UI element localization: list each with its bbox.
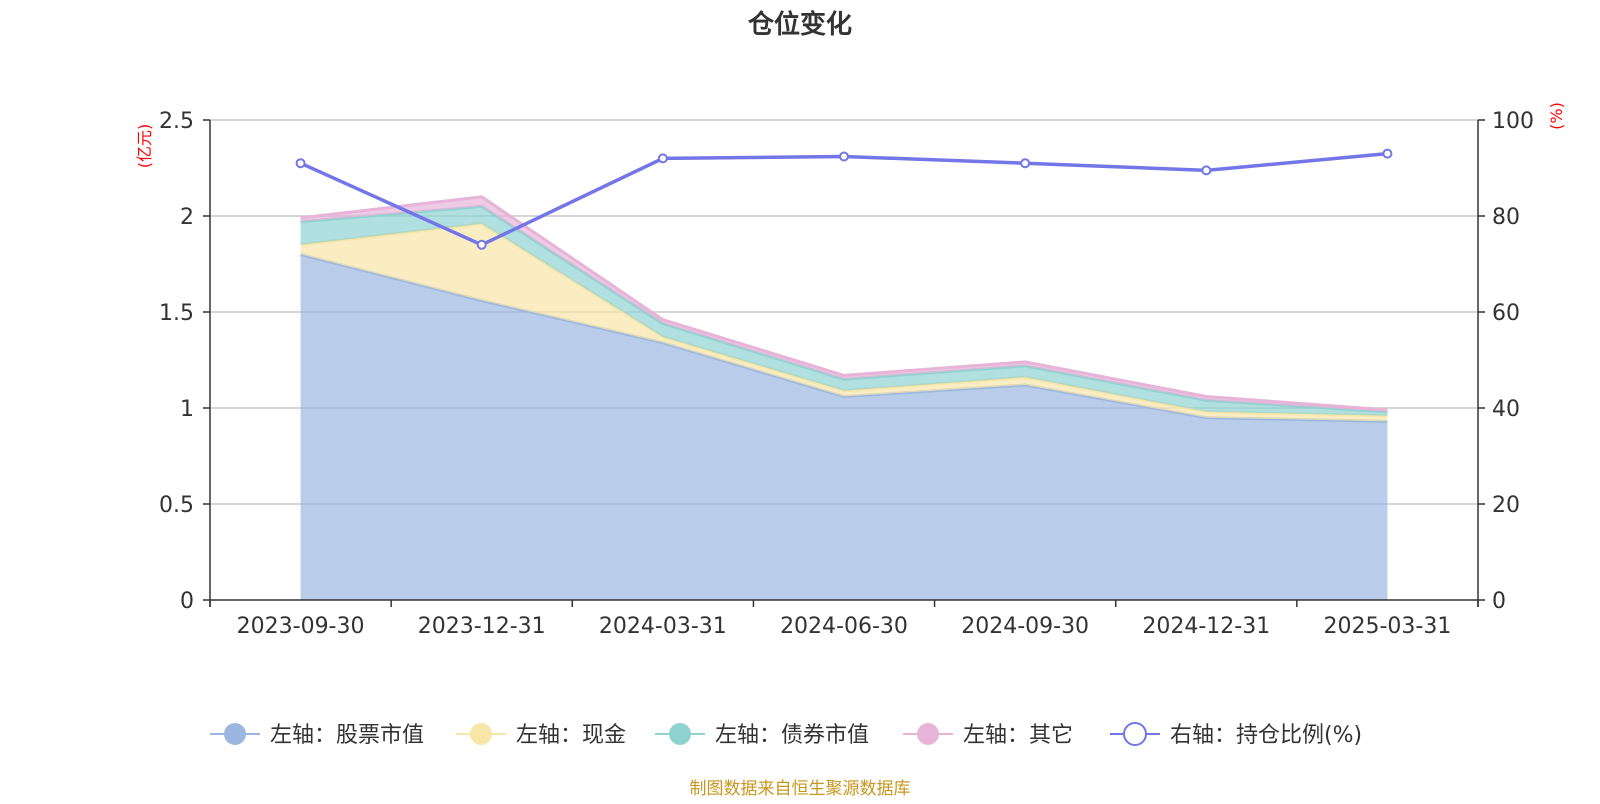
right-axis-tick-label: 100 [1492, 109, 1534, 134]
x-axis-tick-label: 2024-12-31 [1142, 614, 1270, 639]
legend-label: 左轴：现金 [516, 723, 626, 748]
ratio-point [1020, 158, 1031, 169]
left-axis-tick-label: 1 [180, 397, 194, 422]
source-note: 制图数据来自恒生聚源数据库 [690, 779, 911, 799]
legend-marker [224, 723, 246, 745]
area-series-edge [300, 195, 1388, 412]
left-axis-tick-label: 2 [180, 205, 194, 230]
chart-title: 仓位变化 [747, 9, 852, 40]
legend-marker [1123, 722, 1147, 746]
left-axis-tick-label: 1.5 [159, 301, 194, 326]
area-series [300, 254, 1388, 600]
area-series [300, 223, 1388, 422]
legend-marker [669, 723, 691, 745]
legend-marker [470, 723, 492, 745]
legend-label: 左轴：股票市值 [270, 723, 424, 748]
ratio-point [1382, 148, 1393, 159]
ratio-point [295, 158, 306, 169]
x-axis-tick-label: 2024-09-30 [961, 614, 1089, 639]
legend-marker [917, 723, 939, 745]
ratio-point [476, 239, 487, 250]
ratio-line [295, 148, 1393, 250]
legend-label: 左轴：债券市值 [715, 723, 869, 748]
right-axis-tick-label: 0 [1492, 589, 1506, 614]
area-series [300, 206, 1388, 416]
x-axis-tick-label: 2025-03-31 [1323, 614, 1451, 639]
right-axis-tick-label: 80 [1492, 205, 1520, 230]
ratio-point [657, 153, 668, 164]
x-axis-tick-label: 2024-06-30 [780, 614, 908, 639]
right-axis-tick-label: 20 [1492, 493, 1520, 518]
axes: 0 0.5 1 1.5 2 2.5 0 20 40 60 80 100 2023-09-30 2023-1… [159, 109, 1534, 639]
legend: 左轴：股票市值 左轴：现金 左轴：债券市值 左轴：其它 右轴：持仓比例(%) [210, 722, 1362, 748]
stacked-areas [300, 195, 1388, 600]
right-axis-tick-label: 60 [1492, 301, 1520, 326]
x-axis-tick-label: 2023-09-30 [237, 614, 365, 639]
x-axis-tick-label: 2024-03-31 [599, 614, 727, 639]
left-axis-tick-label: 0 [180, 589, 194, 614]
x-axis-tick-label: 2023-12-31 [418, 614, 546, 639]
left-axis-unit: (亿元) [135, 124, 154, 169]
ratio-point [1201, 165, 1212, 176]
legend-label: 右轴：持仓比例(%) [1170, 723, 1362, 748]
ratio-point [839, 151, 849, 162]
left-axis-tick-label: 0.5 [159, 493, 194, 518]
right-axis-unit: (%) [1547, 102, 1566, 130]
left-axis-tick-label: 2.5 [159, 109, 194, 134]
legend-label: 左轴：其它 [963, 723, 1073, 748]
right-axis-tick-label: 40 [1492, 397, 1520, 422]
